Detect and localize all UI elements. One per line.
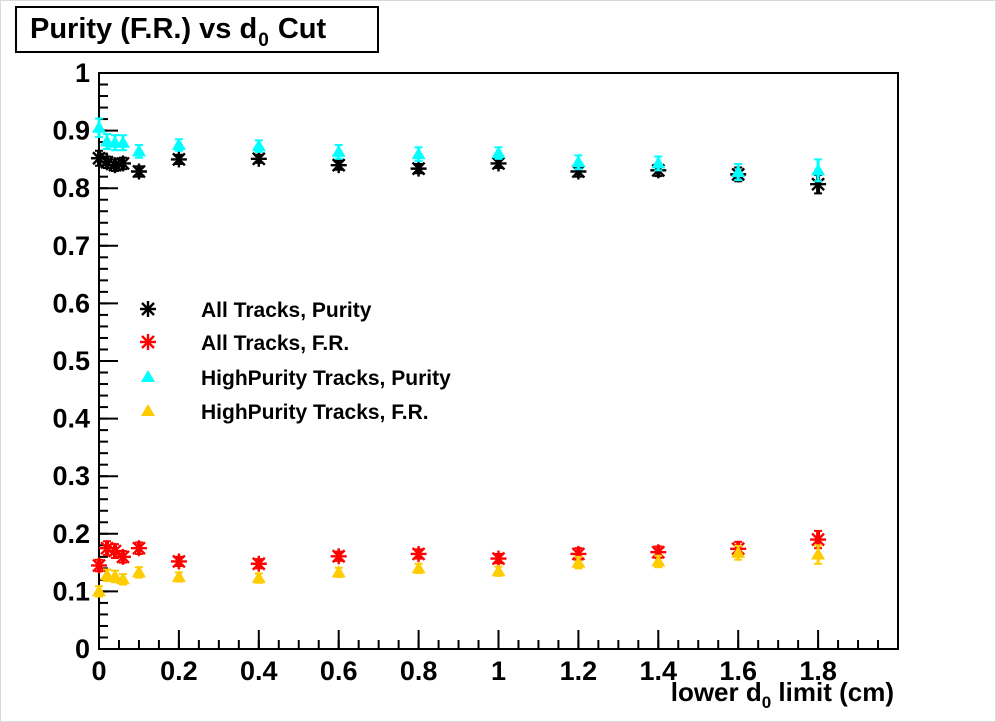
triangle-marker (92, 584, 106, 597)
y-tick-label: 0.8 (52, 173, 90, 203)
legend-entry-0: All Tracks, Purity (140, 299, 372, 322)
asterisk-marker-line (411, 161, 426, 176)
series-2 (92, 117, 826, 183)
asterisk-marker-line (92, 151, 106, 166)
chart-title-main: Purity (F.R.) vs d (30, 13, 258, 45)
triangle-marker (491, 146, 506, 159)
x-tick-label: 0.6 (320, 656, 358, 686)
y-tick-label: 0 (75, 634, 90, 664)
asterisk-marker-line (92, 558, 106, 573)
x-tick-label: 0 (91, 656, 106, 686)
triangle-marker (92, 120, 106, 133)
legend-entry-3: HighPurity Tracks, F.R. (141, 401, 429, 424)
x-axis: 0 0.2 0.4 0.6 0.8 1 1.2 1.4 1.6 1.8 (91, 630, 880, 686)
x-tick-label: 1.2 (560, 656, 598, 686)
triangle-marker (411, 561, 426, 574)
legend: All Tracks, Purity All Tracks, F.R. HighPu… (140, 299, 451, 424)
asterisk-marker-line (172, 554, 186, 569)
asterisk-marker-line (141, 335, 155, 349)
asterisk-marker-line (571, 164, 586, 179)
asterisk-marker-line (811, 177, 825, 192)
asterisk-marker-line (251, 556, 266, 571)
legend-label: All Tracks, F.R. (201, 332, 349, 355)
asterisk-marker-line (116, 156, 130, 171)
x-tick-label: 1.4 (640, 656, 678, 686)
triangle-marker (331, 144, 346, 157)
asterisk-marker-line (411, 547, 426, 561)
triangle-marker (115, 572, 130, 585)
y-tick-label: 0.2 (52, 519, 90, 549)
y-tick-label: 0.6 (52, 288, 90, 318)
asterisk-marker-line (108, 158, 122, 173)
asterisk-marker-line (811, 532, 825, 547)
x-tick-label: 0.8 (400, 656, 438, 686)
triangle-marker (131, 565, 146, 578)
triangle-marker (171, 570, 186, 582)
plot-frame (98, 72, 899, 650)
x-tick-label: 0.4 (240, 656, 278, 686)
asterisk-marker-line (571, 547, 586, 561)
series-3 (92, 544, 826, 598)
asterisk-marker-line (251, 151, 266, 166)
chart-title-end: Cut (269, 13, 327, 45)
triangle-marker (571, 555, 586, 568)
triangle-marker (651, 554, 666, 567)
asterisk-marker-line (172, 152, 186, 167)
asterisk-marker-line (491, 551, 506, 566)
triangle-marker (811, 547, 826, 560)
asterisk-marker-line (132, 164, 146, 179)
y-tick-label: 0.9 (52, 116, 90, 146)
triangle-marker (141, 370, 155, 382)
legend-label: HighPurity Tracks, F.R. (201, 401, 429, 424)
triangle-marker (491, 564, 506, 577)
triangle-marker (811, 163, 826, 176)
y-tick-label: 0.1 (52, 576, 90, 606)
series-1 (91, 529, 827, 574)
x-tick-label: 0.2 (160, 656, 198, 686)
triangle-marker (131, 144, 146, 157)
triangle-marker (571, 155, 586, 168)
asterisk-marker-line (108, 544, 122, 558)
legend-label: HighPurity Tracks, Purity (201, 367, 451, 390)
triangle-marker (411, 147, 426, 160)
triangle-marker (731, 165, 746, 178)
asterisk-marker-line (116, 549, 130, 564)
asterisk-marker-line (331, 158, 346, 173)
x-axis-title: lower d0 limit (cm) (671, 677, 894, 712)
x-tick-label: 1.8 (799, 656, 837, 686)
y-tick-label: 0.3 (52, 461, 90, 491)
legend-entry-1: All Tracks, F.R. (140, 332, 349, 355)
triangle-marker (251, 571, 266, 584)
y-tick-label: 0.5 (52, 346, 90, 376)
triangle-marker (251, 139, 266, 152)
triangle-marker (141, 404, 155, 416)
asterisk-marker-line (331, 549, 346, 564)
y-tick-label: 0.4 (52, 404, 90, 434)
triangle-marker (171, 138, 186, 150)
asterisk-marker-line (132, 541, 146, 556)
asterisk-marker-line (100, 155, 114, 170)
triangle-marker (331, 565, 346, 578)
triangle-marker (731, 545, 746, 558)
series-0 (91, 149, 827, 195)
triangle-marker (115, 135, 130, 148)
triangle-marker (651, 156, 666, 169)
y-axis: 0 0.1 0.2 0.3 0.4 0.5 0.6 0.7 0.8 0.9 1 (52, 58, 118, 664)
triangle-marker (107, 569, 122, 582)
y-tick-label: 1 (75, 58, 90, 88)
y-tick-label: 0.7 (52, 231, 90, 261)
x-tick-label: 1 (491, 656, 506, 686)
asterisk-marker-line (141, 302, 155, 316)
chart-title-subscript: 0 (258, 30, 269, 51)
x-tick-label: 1.6 (719, 656, 757, 686)
legend-label: All Tracks, Purity (201, 299, 372, 322)
legend-entry-2: HighPurity Tracks, Purity (141, 367, 451, 390)
